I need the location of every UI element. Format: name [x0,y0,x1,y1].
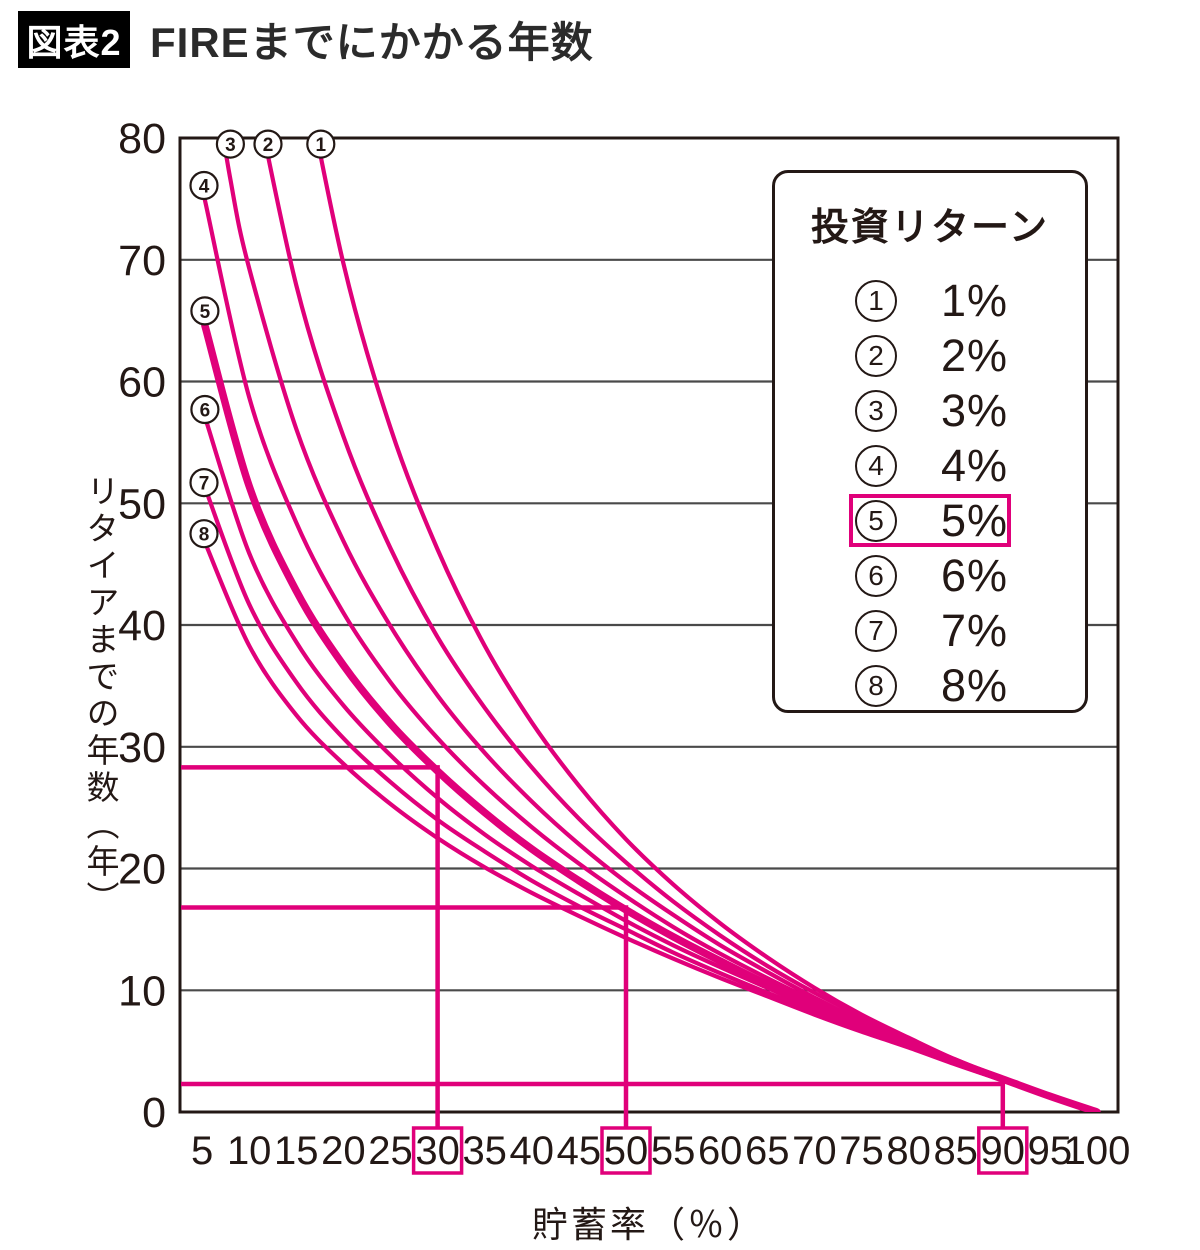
x-axis-title: 貯蓄率（％） [531,1204,766,1245]
figure-number-badge: 図表2 [18,11,130,68]
curve-label-circle-8 [189,519,219,549]
legend-label: 3% [941,384,1009,436]
legend-item-8%: 8 8% [775,658,1085,713]
y-tick-20: 20 [118,846,166,894]
legend-item-5%: 5 5% [775,493,1085,548]
x-tick-box-50 [600,1126,652,1175]
x-tick-80: 80 [886,1129,931,1173]
legend-item-3%: 3 3% [775,383,1085,438]
x-tick-60: 60 [698,1129,743,1173]
legend-circled-number: 8 [855,664,897,707]
x-tick-30: 30 [415,1129,460,1173]
y-tick-30: 30 [118,724,166,772]
curve-label-circle-6 [190,394,220,425]
curve-label-number-1: 1 [316,135,327,156]
legend-title: 投資リターン [810,207,1050,249]
legend-label: 8% [941,659,1009,711]
y-tick-80: 80 [118,115,166,163]
y-tick-60: 60 [118,359,166,407]
legend-circled-number: 1 [855,279,897,322]
x-tick-50: 50 [604,1129,649,1173]
curve-label-circle-1 [306,129,336,159]
legend-label: 4% [941,439,1009,491]
x-tick-75: 75 [839,1129,884,1173]
curve-label-circle-5 [190,296,220,326]
legend-item-4%: 4 4% [775,438,1085,493]
annotation-guide-30 [181,765,440,1128]
y-tick-10: 10 [118,967,166,1015]
y-tick-0: 0 [142,1089,166,1137]
legend-label: 7% [941,604,1009,656]
curve-label-circle-7 [189,468,219,498]
x-tick-95: 95 [1028,1129,1073,1173]
x-tick-25: 25 [368,1129,413,1173]
x-tick-box-30 [411,1126,464,1175]
legend-label: 2% [941,329,1009,381]
legend-circled-number: 2 [855,334,897,377]
curve-label-number-2: 2 [263,135,274,156]
x-tick-10: 10 [227,1129,272,1173]
legend-circled-number: 3 [855,389,897,432]
y-tick-40: 40 [118,602,166,650]
x-tick-45: 45 [557,1129,602,1173]
x-tick-85: 85 [933,1129,978,1173]
curve-label-number-5: 5 [200,302,211,323]
legend-item-6%: 6 6% [775,548,1085,603]
plot-frame [178,136,1120,1114]
x-tick-40: 40 [510,1129,555,1173]
legend-label: 1% [941,274,1009,326]
y-tick-50: 50 [118,480,166,528]
y-tick-70: 70 [118,237,166,285]
x-tick-100: 100 [1064,1129,1131,1173]
figure-title: FIREまでにかかる年数 [150,19,594,66]
x-tick-20: 20 [321,1129,366,1173]
x-tick-70: 70 [792,1129,837,1173]
curve-label-circle-2 [253,129,283,159]
x-tick-5: 5 [191,1129,213,1173]
x-tick-box-90 [977,1126,1029,1175]
curve-label-number-7: 7 [199,474,210,495]
legend-highlight-box [849,494,1011,547]
series-curve-8pct [202,540,1100,1112]
x-tick-65: 65 [745,1129,790,1173]
x-tick-55: 55 [651,1129,696,1173]
legend-item-7%: 7 7% [775,603,1085,658]
annotation-guide-50 [181,905,629,1128]
curve-label-number-8: 8 [199,525,210,546]
legend-item-1%: 1 1% [775,273,1085,328]
legend-circled-number: 6 [855,554,897,597]
annotation-guide-90 [181,1081,1006,1128]
legend-circled-number: 4 [855,444,897,487]
legend-items: 1 1% 2 2% 3 3% 4 4% 5 5% 6 6% 7 7% 8 8% [775,273,1085,713]
legend-item-2%: 2 2% [775,328,1085,383]
curve-label-circle-4 [189,170,219,201]
curve-label-circle-3 [215,129,245,159]
legend-label: 5% [941,494,1009,546]
legend-circled-number: 7 [855,609,897,652]
curve-label-number-3: 3 [225,135,236,156]
curve-label-number-6: 6 [200,401,211,422]
y-axis-title: リタイアまでの年数（年） [82,474,119,918]
legend: 投資リターン 1 1% 2 2% 3 3% 4 4% 5 5% 6 6% 7 7% 8 8% [772,170,1088,713]
legend-circled-number: 5 [855,499,897,542]
x-tick-90: 90 [981,1129,1026,1173]
legend-label: 6% [941,549,1009,601]
x-tick-15: 15 [274,1129,319,1173]
curve-label-number-4: 4 [199,177,210,198]
x-tick-35: 35 [462,1129,507,1173]
